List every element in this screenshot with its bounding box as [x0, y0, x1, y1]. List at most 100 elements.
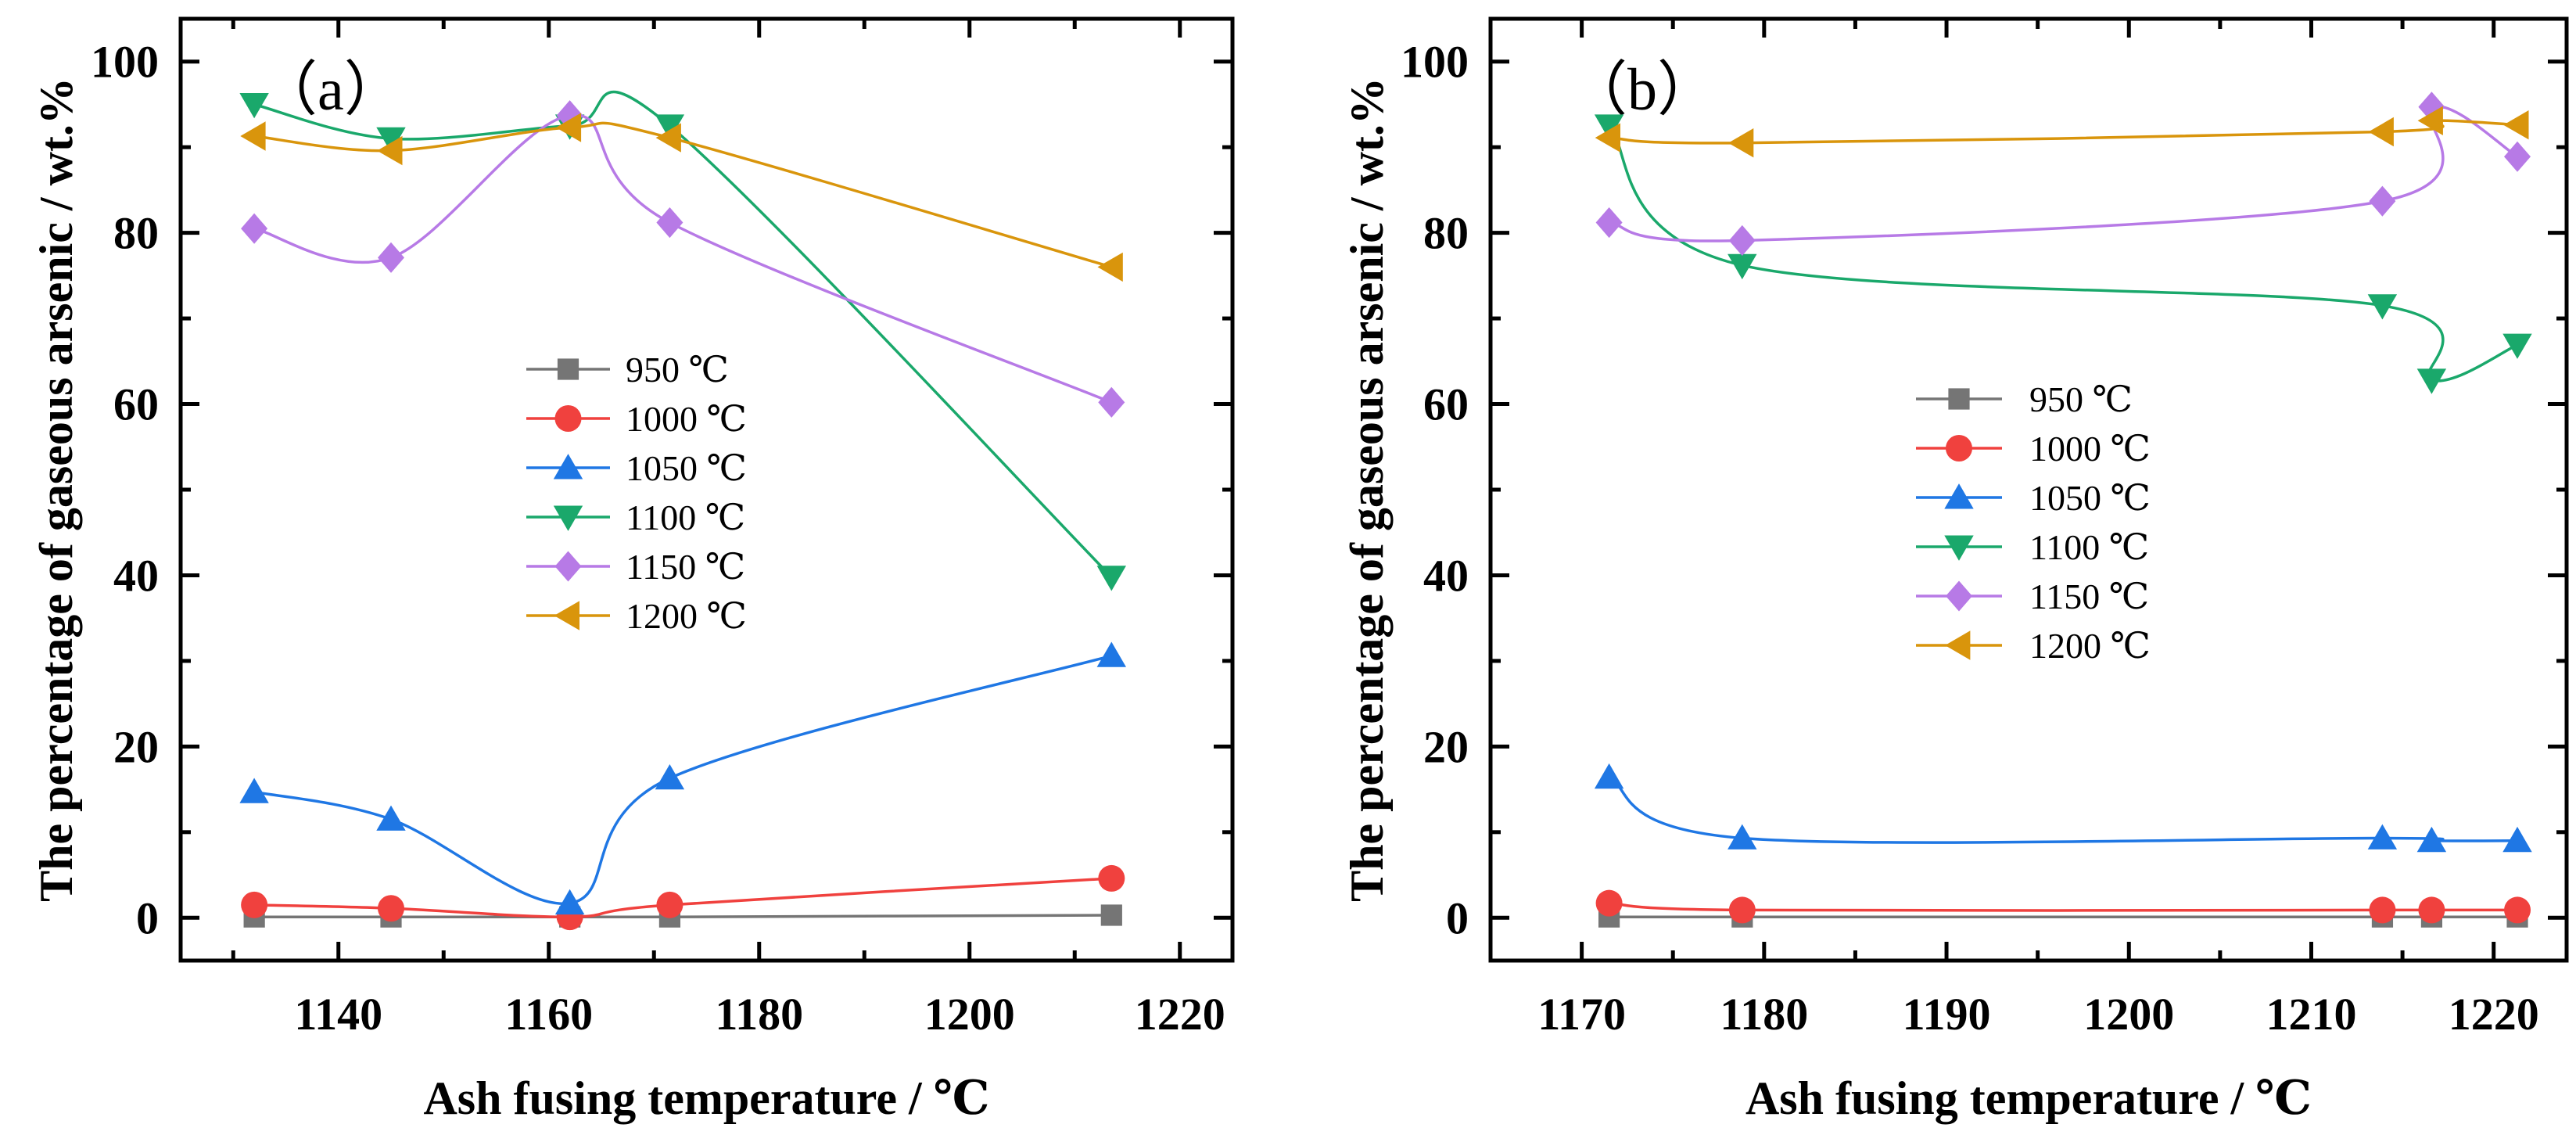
panel-a-series-line — [253, 654, 1112, 905]
panel-a-data-point — [376, 805, 406, 831]
panel-a-y-tick-label: 80 — [113, 208, 159, 259]
panel-b-legend-marker — [1944, 483, 1974, 509]
panel-a-legend-marker — [557, 358, 579, 380]
panel-b-y-axis-title: The percentage of gaseous arsenic / wt.% — [1341, 77, 1393, 902]
panel-b-series-1 — [1595, 889, 2531, 924]
panel-b-data-point — [2368, 117, 2394, 147]
panel-a-y-tick-label: 60 — [113, 379, 159, 430]
panel-a-series-2 — [239, 641, 1126, 915]
panel-b-legend-label: 1050 ℃ — [2029, 478, 2151, 518]
panel-b-data-point — [2504, 141, 2531, 172]
panel-a-x-tick-label: 1140 — [294, 989, 382, 1040]
panel-b-series-3 — [1594, 114, 2532, 394]
panel-b-data-point — [2369, 896, 2396, 924]
panel-a-data-point — [377, 135, 403, 166]
panel-a-data-point — [239, 93, 269, 119]
panel-b-data-point — [1595, 889, 1623, 917]
panel-b-series-4 — [1595, 92, 2531, 256]
panel-a-series-5 — [240, 113, 1123, 282]
panel-a-x-tick-label: 1160 — [504, 989, 593, 1040]
panel-a-legend-marker — [554, 405, 582, 432]
panel-a-data-point — [655, 764, 685, 790]
panel-b-legend-label: 1000 ℃ — [2029, 429, 2151, 469]
panel-b-legend-marker — [1945, 630, 1971, 660]
panel-b-y-tick-label: 40 — [1423, 550, 1469, 601]
panel-b-y-tick-label: 20 — [1423, 721, 1469, 772]
panel-b-legend-marker — [1948, 388, 1970, 410]
panel-a-series-line — [253, 121, 1112, 269]
panel-b-x-tick-label: 1170 — [1537, 989, 1626, 1040]
panel-a-data-point — [656, 891, 683, 918]
panel-a-y-tick-label: 100 — [91, 37, 159, 88]
panel-b-legend-label: 1100 ℃ — [2029, 527, 2149, 567]
panel-b-y-tick-label: 100 — [1401, 37, 1469, 88]
panel-b-data-point — [1595, 123, 1620, 153]
panel-a-legend-label: 950 ℃ — [626, 350, 729, 390]
panel-a-data-point — [239, 778, 269, 803]
panel-a-x-axis-title: Ash fusing temperature / ℃ — [423, 1072, 989, 1124]
panel-a-data-point — [240, 121, 266, 151]
panel-a-legend-label: 1150 ℃ — [626, 547, 745, 587]
panel-a-data-point — [555, 113, 582, 142]
panel-b-data-point — [1594, 763, 1624, 789]
panel-b-data-point — [2369, 185, 2396, 217]
panel-b-data-point — [1727, 253, 1757, 280]
panel-a-series-1 — [241, 864, 1125, 931]
panel-b-data-point — [2418, 92, 2445, 123]
panel-b-series-2 — [1594, 763, 2532, 853]
panel-a-legend-marker — [554, 551, 582, 582]
panel-a-data-point — [1100, 904, 1122, 926]
panel-a-series-line — [254, 877, 1112, 918]
panel-b-series-line — [1608, 124, 2518, 383]
panel-a-y-tick-label: 0 — [136, 893, 159, 943]
panel-b-x-tick-label: 1220 — [2449, 989, 2539, 1040]
panel-b: 0 20 40 60 80 100 1170 1180 1190 1200 1210 1220 Ash … — [1341, 16, 2569, 1124]
panel-b-legend-label: 950 ℃ — [2029, 379, 2133, 419]
panel-a-data-point — [655, 123, 681, 153]
panel-b-legend-label: 1150 ℃ — [2029, 576, 2149, 616]
panel-b-x-tick-label: 1180 — [1720, 989, 1808, 1040]
panel-b-y-tick-label: 0 — [1446, 893, 1469, 943]
panel-b-y-tick-label: 80 — [1423, 208, 1469, 259]
panel-a-data-point — [554, 889, 585, 915]
panel-a-legend-label: 1050 ℃ — [626, 448, 747, 488]
panel-b-data-point — [2417, 106, 2443, 135]
panel-b-data-point — [2503, 110, 2529, 140]
panel-a-data-point — [655, 114, 685, 140]
panel-b-y-tick-label: 60 — [1423, 379, 1469, 430]
panel-a-series-line — [253, 90, 1113, 578]
panel-b-data-point — [2416, 368, 2447, 394]
panel-a-y-tick-label: 20 — [113, 721, 159, 772]
panel-a-data-point — [1096, 641, 1126, 667]
panel-a-x-tick-label: 1200 — [924, 989, 1015, 1040]
panel-b-x-tick-label: 1200 — [2083, 989, 2174, 1040]
panel-b-x-tick-label: 1190 — [1903, 989, 1991, 1040]
panel-a-legend-marker — [554, 601, 579, 630]
panel-a-legend: 950 ℃ 1000 ℃ 1050 ℃ 1100 ℃ 1150 ℃ 1200 ℃ — [526, 350, 747, 636]
panel-b-data-point — [1728, 224, 1756, 256]
panel-a-data-point — [241, 213, 268, 244]
panel-a-data-point — [378, 242, 404, 273]
panel-a-y-axis-title: The percentage of gaseous arsenic / wt.% — [30, 77, 82, 902]
panel-b-legend-marker — [1946, 435, 1972, 462]
panel-a-data-point — [1098, 386, 1125, 418]
panel-b-x-axis-title: Ash fusing temperature / ℃ — [1745, 1072, 2312, 1124]
panel-b-data-point — [1728, 896, 1756, 924]
panel-a-data-point — [376, 127, 406, 153]
panel-a-x-tick-label: 1220 — [1135, 989, 1225, 1040]
panel-a-legend-label: 1200 ℃ — [626, 596, 747, 636]
panel-b-label: （b） — [1568, 57, 1717, 123]
panel-b-legend-marker — [1946, 580, 1972, 612]
panel-b-series-5 — [1595, 106, 2529, 158]
panel-b-data-point — [2367, 294, 2398, 320]
panel-a-data-point — [241, 891, 268, 918]
panel-a-data-point — [1098, 864, 1125, 892]
panel-a-series-line — [253, 113, 1112, 404]
panel-b-data-point — [2502, 826, 2532, 853]
panel-a: 0 20 40 60 80 100 1140 1160 1180 1200 1220 Ash fusi… — [30, 16, 1235, 1124]
panel-a-x-tick-label: 1180 — [715, 989, 803, 1040]
panel-a-y-tick-label: 40 — [113, 550, 159, 601]
panel-b-data-point — [2418, 896, 2445, 924]
panel-a-data-point — [1097, 252, 1123, 282]
